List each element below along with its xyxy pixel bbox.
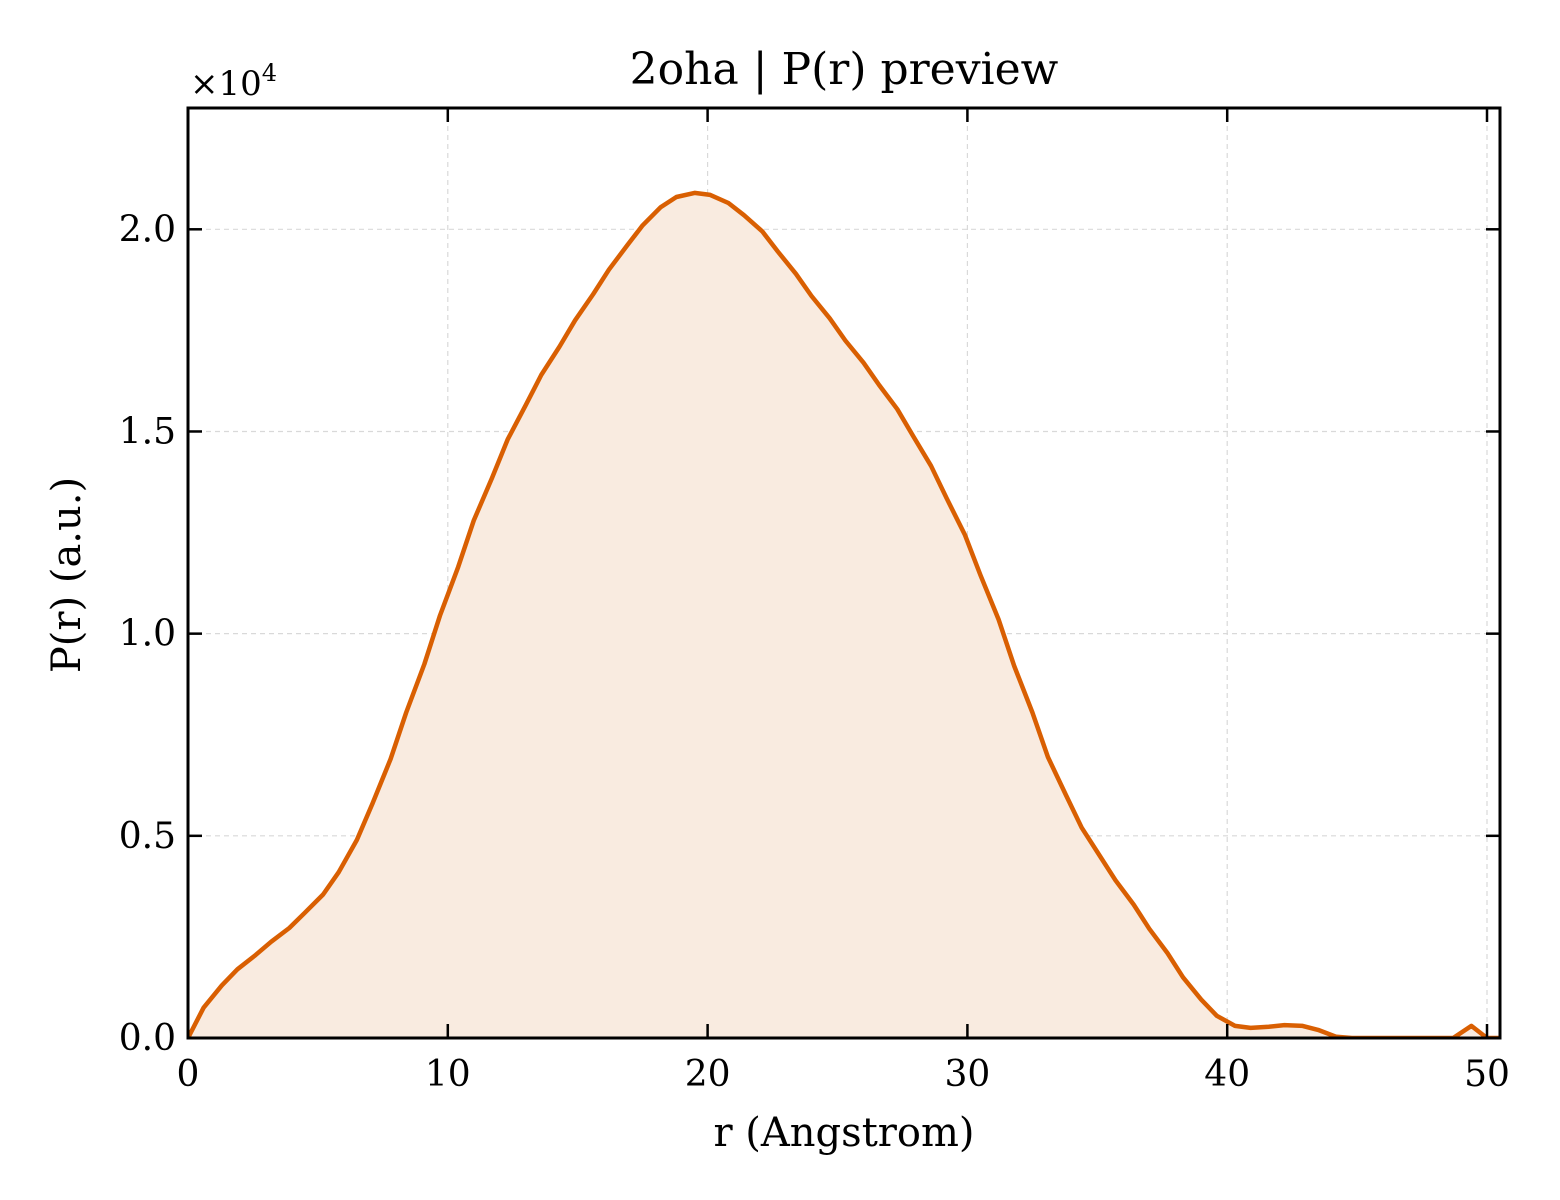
y-axis-label: P(r) (a.u.) <box>44 477 90 673</box>
x-axis-label: r (Angstrom) <box>713 1110 974 1156</box>
y-tick-label: 2.0 <box>119 209 176 250</box>
x-tick-label: 0 <box>177 1054 200 1095</box>
y-multiplier-label: ×104 <box>190 59 277 104</box>
y-tick-label: 0.0 <box>119 1018 176 1059</box>
plot-clip <box>188 190 1500 1038</box>
x-tick-label: 50 <box>1464 1054 1510 1095</box>
pr-series-line <box>188 190 1500 1038</box>
x-tick-label: 40 <box>1204 1054 1250 1095</box>
x-tick-label: 10 <box>425 1054 471 1095</box>
y-multiplier-exponent: 4 <box>262 59 277 87</box>
x-tick-label: 30 <box>944 1054 990 1095</box>
x-tick-label: 20 <box>685 1054 731 1095</box>
y-multiplier-base: ×10 <box>190 64 262 104</box>
area-fill <box>188 192 1500 1038</box>
axis-ticks: 0 10 20 30 40 50 0.0 0.5 1.0 1.5 2.0 <box>119 108 1510 1095</box>
plot-frame <box>186 106 1502 1040</box>
y-tick-label: 1.0 <box>119 614 176 655</box>
y-tick-label: 1.5 <box>119 411 176 452</box>
y-tick-label: 0.5 <box>119 816 176 857</box>
chart-title: 2oha | P(r) preview <box>630 44 1059 95</box>
